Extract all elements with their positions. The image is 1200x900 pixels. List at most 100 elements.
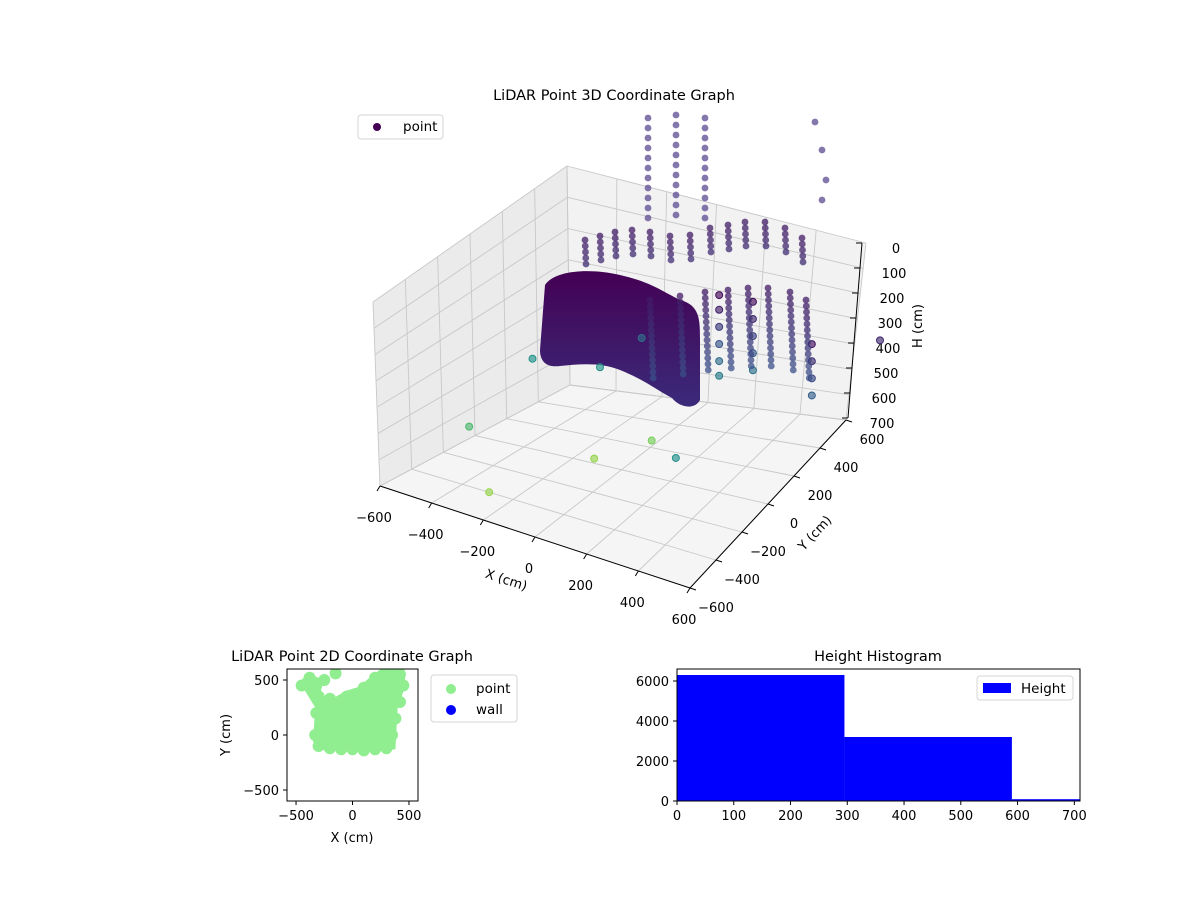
- point-2d: [352, 729, 365, 741]
- point-3d: [766, 332, 774, 340]
- z-tick-label-3d: 100: [882, 267, 907, 282]
- x-tick-label-3d: 400: [620, 596, 645, 611]
- point-3d: [701, 164, 709, 172]
- point-3d: [747, 350, 755, 358]
- legend-3d: point: [357, 114, 444, 140]
- point-3d: [725, 298, 732, 306]
- point-2d: [393, 669, 406, 681]
- point-3d: [744, 284, 752, 292]
- chart-2d: LiDAR Point 2D Coordinate Graph −500−500…: [219, 649, 518, 846]
- z-axis-label-3d: H (cm): [911, 304, 926, 348]
- point-2d: [323, 692, 336, 705]
- point-2d: [309, 729, 322, 741]
- point-3d: [597, 244, 604, 252]
- point-3d: [687, 255, 695, 263]
- x-tick-label-3d: 200: [568, 579, 593, 594]
- point-3d: [802, 302, 810, 310]
- x-tick-label-hist: 0: [673, 809, 681, 824]
- grid-line: [375, 259, 569, 382]
- point-3d: [596, 232, 604, 240]
- point-3d: [672, 161, 680, 169]
- point-2d: [397, 679, 410, 692]
- x-tick-label-hist: 400: [892, 809, 917, 824]
- point-3d: [702, 300, 709, 308]
- point-3d: [766, 326, 774, 334]
- legend-3d-label-point: point: [403, 119, 437, 135]
- point-3d: [597, 256, 605, 264]
- point-3d: [703, 342, 711, 350]
- grid-line: [373, 196, 568, 329]
- point-3d: [798, 240, 806, 248]
- point-3d: [644, 134, 652, 142]
- point-3d: [701, 144, 709, 152]
- chart-histogram: Height Histogram 0 100 200 300 400 500 600 7000…: [636, 649, 1087, 824]
- point-3d: [703, 330, 711, 338]
- point-2d: [357, 744, 370, 757]
- point-3d: [746, 326, 754, 334]
- x-tick-3d: [583, 553, 588, 560]
- point-3d: [799, 252, 807, 260]
- point-3d: [686, 237, 694, 245]
- point-3d: [764, 290, 772, 298]
- y-tick-label-3d: 200: [808, 489, 833, 504]
- point-3d: [672, 151, 680, 159]
- point-2d: [312, 690, 325, 703]
- point-3d: [781, 224, 789, 232]
- y-tick-label-2d: 500: [254, 674, 279, 689]
- point-3d: [637, 334, 646, 343]
- point-3d: [648, 350, 656, 358]
- point-3d: [788, 324, 795, 332]
- point-3d: [647, 252, 655, 260]
- x-axis-label-2d: X (cm): [331, 831, 374, 846]
- x-axis-label-3d: X (cm): [483, 567, 529, 595]
- point-3d: [666, 232, 674, 240]
- point-2d: [369, 671, 382, 684]
- point-3d: [581, 242, 589, 250]
- point-2d: [393, 696, 406, 708]
- x-tick-label-3d: −400: [408, 528, 444, 543]
- point-3d: [745, 308, 753, 316]
- point-2d: [357, 681, 370, 694]
- point-3d: [649, 374, 657, 382]
- point-3d: [765, 296, 772, 304]
- point-3d: [803, 314, 811, 322]
- point-3d: [644, 194, 652, 202]
- y-tick-label-3d: 400: [834, 461, 859, 476]
- z-tick-label-3d: 200: [880, 292, 905, 307]
- point-2d: [380, 742, 393, 755]
- grid-line: [374, 228, 569, 355]
- point-3d: [742, 230, 749, 238]
- z-tick-label-3d: 700: [870, 417, 895, 432]
- point-3d: [582, 260, 590, 268]
- point-3d: [649, 362, 657, 370]
- point-3d: [671, 453, 680, 462]
- point-3d: [747, 344, 754, 352]
- point-3d: [765, 302, 773, 310]
- x-tick-label-hist: 600: [1005, 809, 1030, 824]
- chart-3d: LiDAR Point 3D Coordinate Graph −600 −400…: [356, 88, 926, 628]
- point-3d: [677, 304, 684, 312]
- point-2d: [346, 743, 359, 756]
- point-3d: [676, 292, 684, 300]
- point-3d: [803, 326, 811, 334]
- grid-line: [568, 259, 858, 320]
- point-3d: [629, 244, 637, 252]
- y-tick-label-3d: −200: [750, 545, 786, 560]
- scatter-2d-points: [295, 669, 410, 757]
- histogram-bar: [677, 675, 845, 801]
- y-tick-label-3d: 0: [790, 517, 798, 532]
- legend-3d-marker-point: [373, 123, 381, 131]
- ticks-2d: −500 −500 0 0 500 500: [243, 674, 421, 824]
- grid-line: [377, 322, 570, 434]
- point-3d: [807, 391, 816, 400]
- point-2d: [374, 723, 387, 736]
- point-3d: [648, 344, 656, 352]
- point-3d: [724, 221, 732, 229]
- point-3d: [701, 114, 709, 122]
- point-3d: [644, 204, 652, 212]
- point-3d: [781, 230, 789, 238]
- x-tick-label-hist: 200: [778, 809, 803, 824]
- point-2d: [340, 690, 353, 703]
- point-3d: [805, 362, 813, 370]
